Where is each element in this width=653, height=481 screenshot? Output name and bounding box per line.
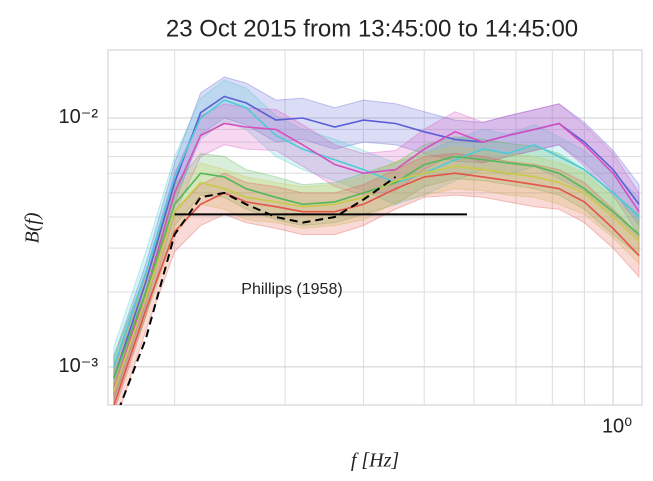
y-axis-label: B(f)	[22, 212, 44, 243]
dashed-line	[119, 176, 397, 405]
series-line	[113, 172, 640, 405]
plot-area	[107, 49, 643, 406]
x-axis-label: f [Hz]	[351, 450, 399, 472]
series-line	[113, 155, 640, 379]
y-tick-label: 10⁻²	[59, 106, 99, 128]
y-tick-label: 10⁻³	[59, 355, 99, 377]
confidence-band	[113, 152, 640, 405]
annotation: Phillips (1958)	[241, 281, 342, 298]
x-tick-label: 10⁰	[602, 415, 632, 437]
series-line	[113, 99, 640, 368]
confidence-band	[113, 145, 640, 405]
confidence-band	[113, 76, 640, 400]
chart-title: 23 Oct 2015 from 13:45:00 to 14:45:00	[166, 15, 578, 42]
series-line	[113, 122, 640, 392]
plot-layer	[108, 50, 642, 405]
confidence-band	[113, 79, 640, 389]
